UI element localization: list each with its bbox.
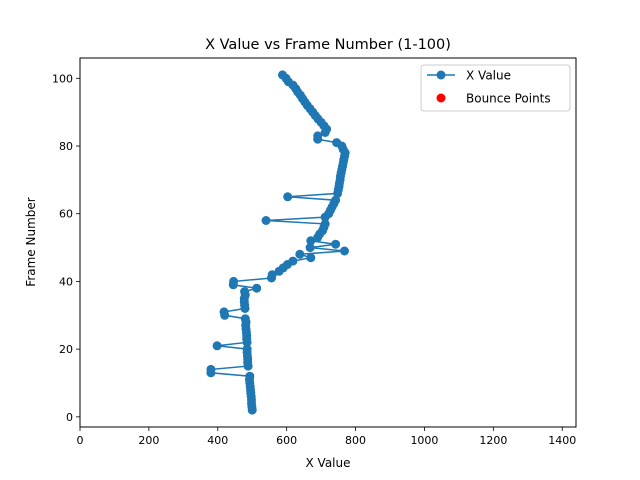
data-point <box>331 239 341 249</box>
x-axis-ticks: 0 200 400 600 800 1000 1200 1400 <box>77 427 576 447</box>
data-point <box>252 283 262 293</box>
x-tick-label: 1200 <box>479 434 507 447</box>
data-point <box>295 249 305 259</box>
legend-marker-swatch <box>436 70 446 80</box>
x-tick-label: 800 <box>345 434 366 447</box>
plot-area <box>79 57 577 428</box>
y-tick-label: 20 <box>59 343 73 356</box>
data-point <box>229 276 239 286</box>
data-point <box>331 195 341 205</box>
y-tick-label: 60 <box>59 208 73 221</box>
data-point <box>313 131 323 141</box>
x-axis-label: X Value <box>306 456 351 470</box>
y-tick-label: 80 <box>59 140 73 153</box>
data-point <box>306 253 316 263</box>
data-point <box>332 138 342 148</box>
data-point <box>305 243 315 253</box>
data-point <box>219 307 229 317</box>
x-tick-label: 0 <box>77 434 84 447</box>
chart-title: X Value vs Frame Number (1-100) <box>205 37 451 53</box>
legend-bounce-swatch <box>436 93 446 103</box>
x-tick-label: 200 <box>138 434 159 447</box>
legend-box <box>420 64 571 112</box>
legend-label-x-value: X Value <box>466 69 511 83</box>
y-tick-label: 0 <box>66 411 73 424</box>
data-point <box>240 287 250 297</box>
data-point <box>306 236 316 246</box>
data-point <box>267 270 277 280</box>
axes-frame <box>79 57 577 428</box>
data-point <box>240 314 250 324</box>
legend: X Value Bounce Points <box>420 64 571 112</box>
x-value-series-markers <box>206 70 350 415</box>
data-point <box>288 256 298 266</box>
data-point <box>283 192 293 202</box>
data-point <box>212 341 222 351</box>
y-tick-label: 40 <box>59 275 73 288</box>
x-tick-label: 600 <box>276 434 297 447</box>
data-point <box>242 344 252 354</box>
legend-label-bounce-points: Bounce Points <box>466 92 551 106</box>
x-tick-label: 1000 <box>410 434 438 447</box>
x-tick-label: 400 <box>207 434 228 447</box>
data-point <box>278 70 287 80</box>
data-point <box>206 364 216 374</box>
y-axis-ticks: 0 20 40 60 80 100 <box>52 72 80 424</box>
data-point <box>261 216 271 225</box>
y-axis-label: Frame Number <box>24 197 38 286</box>
data-point <box>320 219 330 229</box>
y-tick-label: 100 <box>52 72 73 85</box>
data-point <box>245 371 255 381</box>
data-point <box>340 246 349 256</box>
x-tick-label: 1400 <box>548 434 576 447</box>
